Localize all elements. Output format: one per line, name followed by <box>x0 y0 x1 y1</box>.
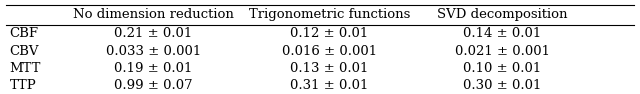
Text: 0.021 ± 0.001: 0.021 ± 0.001 <box>455 45 550 58</box>
Text: 0.14 ± 0.01: 0.14 ± 0.01 <box>463 27 541 40</box>
Text: 0.10 ± 0.01: 0.10 ± 0.01 <box>463 62 541 75</box>
Text: 0.12 ± 0.01: 0.12 ± 0.01 <box>291 27 369 40</box>
Text: 0.033 ± 0.001: 0.033 ± 0.001 <box>106 45 201 58</box>
Text: TTP: TTP <box>10 79 36 92</box>
Text: 0.31 ± 0.01: 0.31 ± 0.01 <box>291 79 369 92</box>
Text: 0.21 ± 0.01: 0.21 ± 0.01 <box>115 27 193 40</box>
Text: No dimension reduction: No dimension reduction <box>73 8 234 21</box>
Text: 0.30 ± 0.01: 0.30 ± 0.01 <box>463 79 541 92</box>
Text: MTT: MTT <box>10 62 41 75</box>
Text: 0.016 ± 0.001: 0.016 ± 0.001 <box>282 45 377 58</box>
Text: 0.19 ± 0.01: 0.19 ± 0.01 <box>115 62 193 75</box>
Text: 0.13 ± 0.01: 0.13 ± 0.01 <box>291 62 369 75</box>
Text: CBV: CBV <box>10 45 39 58</box>
Text: Trigonometric functions: Trigonometric functions <box>249 8 410 21</box>
Text: SVD decomposition: SVD decomposition <box>437 8 568 21</box>
Text: 0.99 ± 0.07: 0.99 ± 0.07 <box>115 79 193 92</box>
Text: CBF: CBF <box>10 27 38 40</box>
